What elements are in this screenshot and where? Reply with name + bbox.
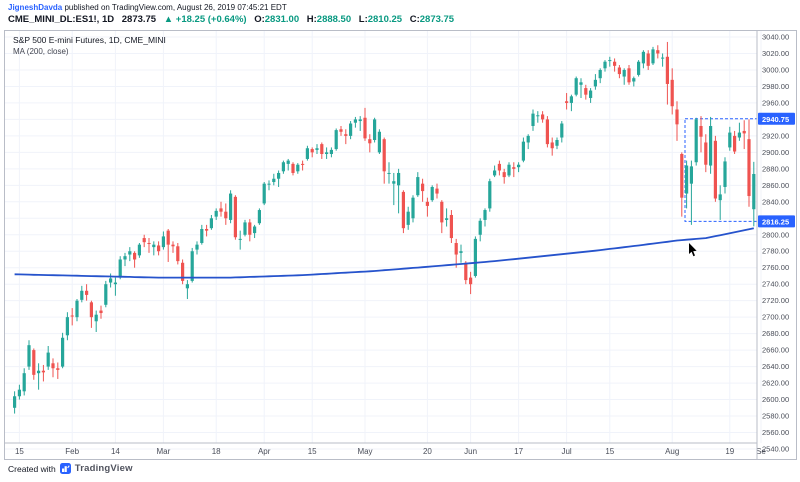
chart-legend: S&P 500 E-mini Futures, 1D, CME_MINI MA … xyxy=(13,35,166,57)
tradingview-brand-link[interactable]: TradingView xyxy=(74,463,133,474)
svg-text:2700.00: 2700.00 xyxy=(762,313,789,322)
publish-info: JigneshDavda published on TradingView.co… xyxy=(8,3,454,12)
svg-text:Aug: Aug xyxy=(665,447,679,456)
low-value: 2810.25 xyxy=(367,14,403,25)
svg-text:19: 19 xyxy=(725,447,734,456)
svg-text:14: 14 xyxy=(111,447,120,456)
symbol-name: CME_MINI_DL:ES1!, 1D xyxy=(8,14,115,25)
attribution-footer: Created with TradingView xyxy=(8,463,133,474)
low-label: L: xyxy=(358,14,368,25)
svg-text:15: 15 xyxy=(605,447,614,456)
candles-layer xyxy=(13,41,756,414)
svg-text:Jun: Jun xyxy=(464,447,477,456)
svg-text:3000.00: 3000.00 xyxy=(762,65,789,74)
svg-text:18: 18 xyxy=(212,447,221,456)
author-link[interactable]: JigneshDavda xyxy=(8,3,63,12)
symbol-status-line: CME_MINI_DL:ES1!, 1D 2873.75 ▲ +18.25 (+… xyxy=(8,14,454,25)
svg-text:2860.00: 2860.00 xyxy=(762,181,789,190)
svg-text:2760.00: 2760.00 xyxy=(762,263,789,272)
high-value: 2888.50 xyxy=(316,14,352,25)
svg-text:17: 17 xyxy=(514,447,523,456)
price-level-badge: 2816.25 xyxy=(758,215,795,228)
price-level-badge: 2940.75 xyxy=(758,112,795,125)
publish-header: JigneshDavda published on TradingView.co… xyxy=(8,3,454,25)
svg-text:2580.00: 2580.00 xyxy=(762,412,789,421)
ma-200-line xyxy=(14,227,754,279)
svg-text:Se: Se xyxy=(756,447,766,456)
svg-text:May: May xyxy=(357,447,372,456)
legend-symbol[interactable]: S&P 500 E-mini Futures, 1D, CME_MINI xyxy=(13,35,166,45)
svg-text:2660.00: 2660.00 xyxy=(762,346,789,355)
svg-text:3020.00: 3020.00 xyxy=(762,49,789,58)
mouse-cursor-icon xyxy=(689,243,697,257)
svg-text:2880.00: 2880.00 xyxy=(762,164,789,173)
svg-text:2900.00: 2900.00 xyxy=(762,148,789,157)
svg-text:2560.00: 2560.00 xyxy=(762,428,789,437)
svg-text:2940.75: 2940.75 xyxy=(762,115,789,124)
svg-text:15: 15 xyxy=(15,447,24,456)
axis-separator xyxy=(5,31,758,459)
svg-text:15: 15 xyxy=(308,447,317,456)
svg-text:2800.00: 2800.00 xyxy=(762,230,789,239)
price-change: ▲ +18.25 (+0.64%) xyxy=(163,14,247,25)
last-price: 2873.75 xyxy=(121,14,157,25)
publish-timestamp: published on TradingView.com, August 26,… xyxy=(62,3,287,12)
svg-text:Feb: Feb xyxy=(65,447,79,456)
chart-panel: 2540.00 2560.00 2580.00 2600.00 2620.00 2640.… xyxy=(4,30,797,460)
svg-text:2540.00: 2540.00 xyxy=(762,445,789,454)
legend-ma-indicator[interactable]: MA (200, close) xyxy=(13,47,69,56)
svg-text:2840.00: 2840.00 xyxy=(762,197,789,206)
svg-text:3040.00: 3040.00 xyxy=(762,33,789,42)
svg-text:2780.00: 2780.00 xyxy=(762,247,789,256)
svg-text:2720.00: 2720.00 xyxy=(762,296,789,305)
close-value: 2873.75 xyxy=(419,14,455,25)
svg-text:Apr: Apr xyxy=(258,447,271,456)
close-label: C: xyxy=(409,14,420,25)
candlestick-chart: 2540.00 2560.00 2580.00 2600.00 2620.00 2640.… xyxy=(5,31,795,459)
svg-text:2920.00: 2920.00 xyxy=(762,131,789,140)
grid-layer xyxy=(5,31,762,450)
time-axis[interactable]: 15 Feb 14 Mar 18 Apr 15 May 20 Jun 17 Jul 15 Aug 19 Se xyxy=(15,447,766,456)
open-label: O: xyxy=(254,14,265,25)
created-with-label: Created with xyxy=(8,463,56,474)
open-value: 2831.00 xyxy=(264,14,300,25)
svg-text:2740.00: 2740.00 xyxy=(762,280,789,289)
tradingview-logo-icon[interactable] xyxy=(59,463,71,474)
svg-text:2620.00: 2620.00 xyxy=(762,379,789,388)
svg-text:2640.00: 2640.00 xyxy=(762,362,789,371)
svg-text:20: 20 xyxy=(423,447,432,456)
price-axis[interactable]: 2540.00 2560.00 2580.00 2600.00 2620.00 2640.… xyxy=(762,33,789,454)
svg-text:Mar: Mar xyxy=(157,447,171,456)
svg-text:2980.00: 2980.00 xyxy=(762,82,789,91)
svg-text:2816.25: 2816.25 xyxy=(762,217,789,226)
svg-text:2960.00: 2960.00 xyxy=(762,98,789,107)
svg-text:Jul: Jul xyxy=(561,447,571,456)
svg-text:2600.00: 2600.00 xyxy=(762,395,789,404)
svg-text:2680.00: 2680.00 xyxy=(762,329,789,338)
high-label: H: xyxy=(306,14,317,25)
